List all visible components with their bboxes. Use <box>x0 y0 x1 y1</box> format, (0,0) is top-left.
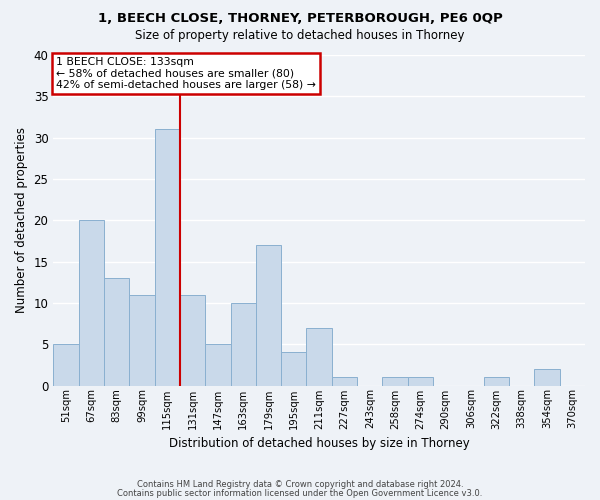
Bar <box>484 378 509 386</box>
Bar <box>408 378 433 386</box>
Bar <box>104 278 129 386</box>
Bar <box>79 220 104 386</box>
Bar <box>205 344 230 386</box>
Bar <box>382 378 408 386</box>
Text: 1 BEECH CLOSE: 133sqm
← 58% of detached houses are smaller (80)
42% of semi-deta: 1 BEECH CLOSE: 133sqm ← 58% of detached … <box>56 56 316 90</box>
Bar <box>230 303 256 386</box>
Bar <box>332 378 357 386</box>
Y-axis label: Number of detached properties: Number of detached properties <box>15 128 28 314</box>
Bar <box>53 344 79 386</box>
Bar <box>256 245 281 386</box>
Bar <box>155 130 180 386</box>
Bar <box>281 352 307 386</box>
Text: Contains public sector information licensed under the Open Government Licence v3: Contains public sector information licen… <box>118 488 482 498</box>
Bar <box>180 294 205 386</box>
Bar <box>129 294 155 386</box>
X-axis label: Distribution of detached houses by size in Thorney: Distribution of detached houses by size … <box>169 437 470 450</box>
Text: 1, BEECH CLOSE, THORNEY, PETERBOROUGH, PE6 0QP: 1, BEECH CLOSE, THORNEY, PETERBOROUGH, P… <box>98 12 502 26</box>
Text: Size of property relative to detached houses in Thorney: Size of property relative to detached ho… <box>135 29 465 42</box>
Text: Contains HM Land Registry data © Crown copyright and database right 2024.: Contains HM Land Registry data © Crown c… <box>137 480 463 489</box>
Bar <box>535 369 560 386</box>
Bar <box>307 328 332 386</box>
